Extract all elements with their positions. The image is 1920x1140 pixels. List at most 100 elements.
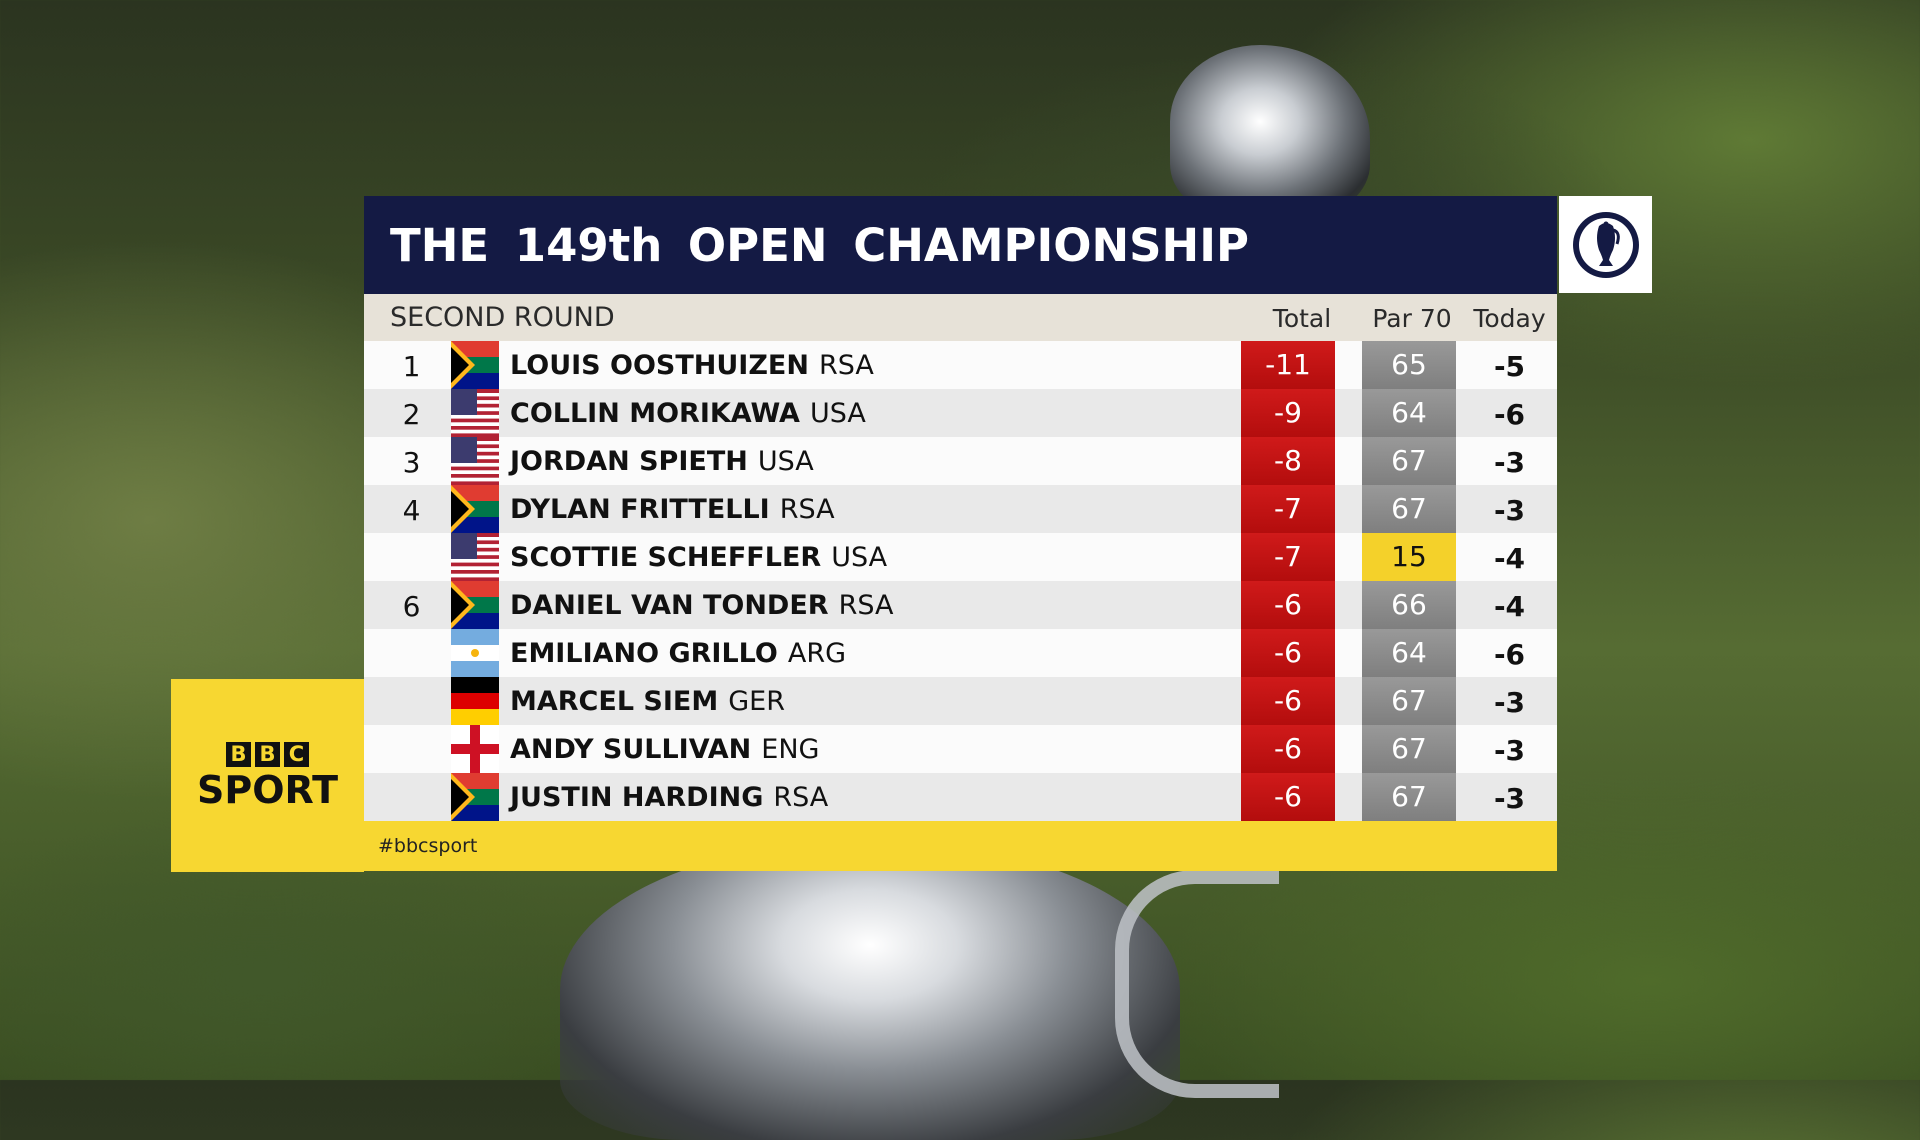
claret-jug-logo (1559, 196, 1652, 293)
player-name: EMILIANO GRILLO ARG (510, 638, 846, 669)
leaderboard-rows: 1 LOUIS OOSTHUIZEN RSA -11 65 -5 2 COLLIN… (364, 341, 1557, 821)
total-score: -6 (1241, 581, 1335, 629)
nationality: GER (728, 686, 785, 717)
player-name-text: DYLAN FRITTELLI (510, 494, 770, 525)
table-row: 1 LOUIS OOSTHUIZEN RSA -11 65 -5 (364, 341, 1557, 389)
bbc-sport-logo: B B C SPORT (171, 679, 364, 872)
page-title: THE 149th OPEN CHAMPIONSHIP (364, 196, 1557, 294)
nationality: RSA (838, 590, 894, 621)
total-score: -6 (1241, 725, 1335, 773)
player-name: MARCEL SIEM GER (510, 686, 785, 717)
hashtag: #bbcsport (378, 835, 478, 857)
england-flag-icon (451, 725, 499, 773)
table-row: SCOTTIE SCHEFFLER USA -7 15 -4 (364, 533, 1557, 581)
round-score: 64 (1362, 389, 1456, 437)
table-row: 6 DANIEL VAN TONDER RSA -6 66 -4 (364, 581, 1557, 629)
table-row: JUSTIN HARDING RSA -6 67 -3 (364, 773, 1557, 821)
total-score: -6 (1241, 629, 1335, 677)
table-row: MARCEL SIEM GER -6 67 -3 (364, 677, 1557, 725)
today-score: -3 (1493, 686, 1526, 719)
player-name: DYLAN FRITTELLI RSA (510, 494, 835, 525)
today-score: -3 (1493, 734, 1526, 767)
total-score: -11 (1241, 341, 1335, 389)
today-score: -4 (1493, 590, 1526, 623)
south-africa-flag-icon (451, 773, 499, 821)
round-score: 67 (1362, 725, 1456, 773)
player-name: COLLIN MORIKAWA USA (510, 398, 866, 429)
table-row: EMILIANO GRILLO ARG -6 64 -6 (364, 629, 1557, 677)
nationality: ARG (787, 638, 847, 669)
bbc-letter: B (255, 742, 280, 767)
position: 2 (402, 398, 421, 431)
today-score: -6 (1493, 638, 1526, 671)
player-name-text: ANDY SULLIVAN (510, 734, 752, 765)
player-name: JUSTIN HARDING RSA (510, 782, 828, 813)
south-africa-flag-icon (451, 341, 499, 389)
trophy-lid-background (1170, 45, 1370, 215)
round-score: 67 (1362, 677, 1456, 725)
round-score: 66 (1362, 581, 1456, 629)
leaderboard-panel: THE 149th OPEN CHAMPIONSHIP SECOND ROUND… (364, 196, 1557, 871)
player-name: SCOTTIE SCHEFFLER USA (510, 542, 887, 573)
today-score: -4 (1493, 542, 1526, 575)
holes-played: 15 (1362, 533, 1456, 581)
total-score: -7 (1241, 533, 1335, 581)
player-name: LOUIS OOSTHUIZEN RSA (510, 350, 874, 381)
hashtag-bar: #bbcsport (364, 821, 1557, 871)
nationality: RSA (779, 494, 835, 525)
total-score: -6 (1241, 677, 1335, 725)
nationality: ENG (761, 734, 820, 765)
total-score: -7 (1241, 485, 1335, 533)
south-africa-flag-icon (451, 581, 499, 629)
usa-flag-icon (451, 533, 499, 581)
argentina-flag-icon (451, 629, 499, 677)
nationality: USA (831, 542, 888, 573)
total-score: -9 (1241, 389, 1335, 437)
trophy-base-background (560, 840, 1180, 1140)
player-name-text: SCOTTIE SCHEFFLER (510, 542, 822, 573)
player-name-text: DANIEL VAN TONDER (510, 590, 829, 621)
bbc-sport-wordmark: SPORT (197, 768, 338, 812)
bbc-letter-boxes: B B C (226, 742, 309, 767)
nationality: RSA (773, 782, 829, 813)
round-label: SECOND ROUND (390, 302, 615, 333)
player-name-text: EMILIANO GRILLO (510, 638, 778, 669)
nationality: USA (757, 446, 814, 477)
player-name-text: JUSTIN HARDING (510, 782, 764, 813)
leaderboard-header: SECOND ROUND Total Par 70 Today (364, 294, 1557, 341)
player-name-text: LOUIS OOSTHUIZEN (510, 350, 809, 381)
column-header-par: Par 70 (1372, 304, 1452, 333)
position: 3 (402, 446, 421, 479)
column-header-total: Total (1272, 304, 1332, 333)
table-row: 4 DYLAN FRITTELLI RSA -7 67 -3 (364, 485, 1557, 533)
total-score: -6 (1241, 773, 1335, 821)
nationality: USA (809, 398, 866, 429)
player-name-text: JORDAN SPIETH (510, 446, 748, 477)
today-score: -3 (1493, 494, 1526, 527)
today-score: -5 (1493, 350, 1526, 383)
player-name: JORDAN SPIETH USA (510, 446, 814, 477)
total-score: -8 (1241, 437, 1335, 485)
player-name: ANDY SULLIVAN ENG (510, 734, 819, 765)
round-score: 67 (1362, 485, 1456, 533)
table-row: ANDY SULLIVAN ENG -6 67 -3 (364, 725, 1557, 773)
bbc-letter: B (226, 742, 251, 767)
claret-jug-icon (1572, 211, 1639, 278)
usa-flag-icon (451, 437, 499, 485)
nationality: RSA (818, 350, 874, 381)
round-score: 67 (1362, 437, 1456, 485)
usa-flag-icon (451, 389, 499, 437)
table-row: 3 JORDAN SPIETH USA -8 67 -3 (364, 437, 1557, 485)
round-score: 65 (1362, 341, 1456, 389)
position: 1 (402, 350, 421, 383)
position: 6 (402, 590, 421, 623)
today-score: -3 (1493, 782, 1526, 815)
germany-flag-icon (451, 677, 499, 725)
south-africa-flag-icon (451, 485, 499, 533)
player-name-text: MARCEL SIEM (510, 686, 719, 717)
round-score: 67 (1362, 773, 1456, 821)
position: 4 (402, 494, 421, 527)
today-score: -3 (1493, 446, 1526, 479)
trophy-handle-background (1115, 870, 1279, 1098)
bbc-letter: C (284, 742, 309, 767)
